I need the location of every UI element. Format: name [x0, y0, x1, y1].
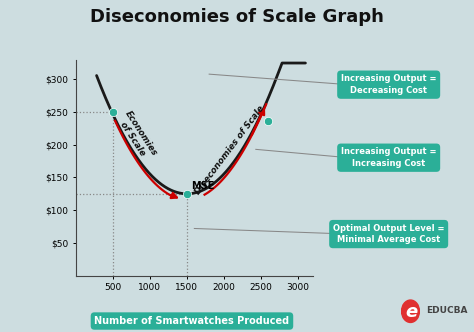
Text: Number of Smartwatches Produced: Number of Smartwatches Produced: [94, 316, 290, 326]
Text: Increasing Output =
Decreasing Cost: Increasing Output = Decreasing Cost: [341, 74, 437, 95]
Text: Optimal Output Level =
Minimal Average Cost: Optimal Output Level = Minimal Average C…: [333, 224, 445, 244]
Text: Diseconomies of Scale Graph: Diseconomies of Scale Graph: [90, 8, 384, 26]
Circle shape: [401, 300, 419, 322]
Text: EDUCBA: EDUCBA: [427, 306, 468, 315]
Text: Diseconomies of Scale: Diseconomies of Scale: [193, 104, 266, 196]
Text: Economies
of Scale: Economies of Scale: [114, 109, 159, 163]
Text: Increasing Output =
Increasing Cost: Increasing Output = Increasing Cost: [341, 147, 437, 168]
Text: MSE: MSE: [191, 181, 214, 191]
Text: e: e: [405, 303, 417, 321]
